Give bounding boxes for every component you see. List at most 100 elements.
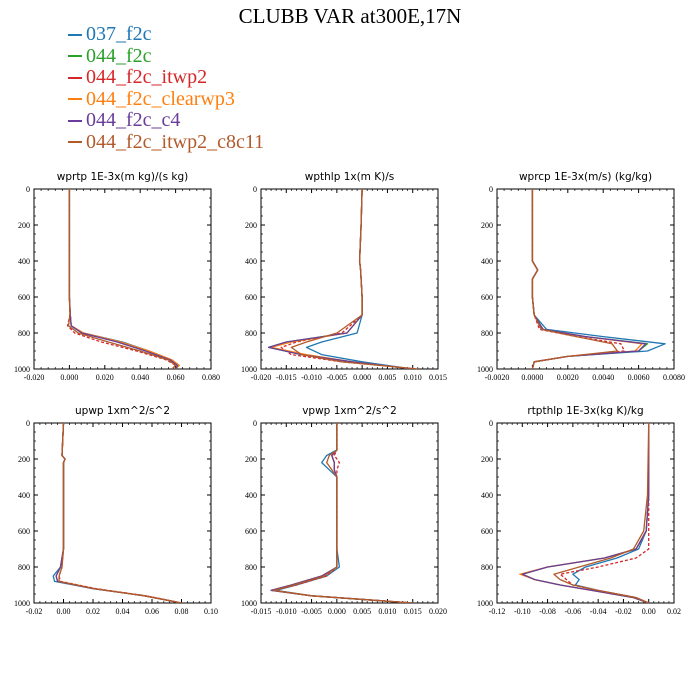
series-line [572, 423, 650, 603]
y-tick-label: 200 [481, 455, 493, 464]
series-line [267, 189, 413, 369]
y-tick-label: 400 [18, 491, 30, 500]
y-tick-label: 600 [245, 527, 257, 536]
series-group [52, 423, 182, 603]
x-tick-label: 0.020 [429, 607, 447, 616]
y-tick-label: 400 [481, 491, 493, 500]
x-tick-label: -0.015 [251, 607, 272, 616]
series-line [67, 189, 177, 369]
plot-frame [260, 422, 439, 604]
legend-item: 044_f2c [68, 44, 264, 68]
y-tick-label: 600 [18, 293, 30, 302]
y-tick-label: 600 [481, 293, 493, 302]
y-tick-label: 400 [245, 257, 257, 266]
series-group [519, 423, 650, 603]
series-line [55, 423, 182, 603]
series-line [58, 423, 182, 603]
figure-title: CLUBB VAR at300E,17N [238, 4, 462, 28]
legend-line-swatch [68, 33, 82, 36]
y-tick-label: 800 [245, 329, 257, 338]
x-tick-label: 0.000 [60, 373, 78, 382]
x-tick-label: 0.020 [96, 373, 114, 382]
y-tick-label: 1000 [14, 365, 30, 374]
chart-panel: vpwp 1xm^2/s^2 -0.015 -0.010 -0.005 0.000 0.0… [241, 405, 447, 616]
y-tick-label: 200 [245, 455, 257, 464]
series-line [531, 189, 619, 369]
series-line [270, 189, 413, 369]
panel-title: wprtp 1E-3x(m kg)/(s kg) [57, 171, 188, 183]
y-tick-label: 600 [18, 527, 30, 536]
x-tick-label: -0.015 [276, 373, 297, 382]
x-tick-label: 0.005 [378, 373, 396, 382]
x-tick-label: 0.04 [116, 607, 130, 616]
x-tick-label: 0.0000 [521, 373, 543, 382]
series-line [280, 189, 418, 369]
series-line [68, 189, 180, 369]
legend-label: 044_f2c_itwp2 [86, 66, 208, 88]
x-tick-label: 0.015 [404, 607, 422, 616]
x-tick-label: 0.02 [86, 607, 100, 616]
chart-panel: upwp 1xm^2/s^2 -0.02 0.00 0.02 0.04 0.06 0.08 0… [14, 405, 218, 616]
x-tick-label: 0.000 [353, 373, 371, 382]
x-tick-label: 0.00 [57, 607, 71, 616]
y-tick-label: 600 [481, 527, 493, 536]
series-line [55, 423, 182, 603]
series-line [553, 423, 650, 603]
series-line [270, 423, 413, 603]
y-tick-label: 200 [18, 455, 30, 464]
chart-panel: wprtp 1E-3x(m kg)/(s kg) -0.020 0.000 0.020… [14, 171, 220, 382]
x-tick-label: 0.08 [175, 607, 189, 616]
series-line [521, 423, 650, 603]
plot-frame [33, 422, 212, 604]
y-tick-label: 200 [18, 221, 30, 230]
y-tick-label: 600 [245, 293, 257, 302]
legend-item: 044_f2c_itwp2_c8c11 [68, 131, 264, 154]
y-tick-label: 400 [481, 257, 493, 266]
y-tick-label: 0 [253, 185, 257, 194]
y-tick-label: 1000 [477, 599, 493, 608]
y-tick-label: 0 [26, 185, 30, 194]
legend-label: 044_f2c [86, 44, 152, 67]
legend-item: 044_f2c_clearwp3 [68, 88, 264, 111]
x-tick-label: -0.020 [251, 373, 272, 382]
y-tick-label: 200 [481, 221, 493, 230]
legend-item: 037_f2c [68, 23, 264, 46]
x-tick-label: -0.0020 [485, 373, 510, 382]
x-tick-label: 0.0080 [663, 373, 685, 382]
series-line [270, 423, 413, 603]
x-tick-label: 0.00 [642, 607, 656, 616]
x-tick-label: -0.010 [276, 607, 297, 616]
x-tick-label: 0.005 [353, 607, 371, 616]
legend-label: 037_f2c [86, 23, 152, 45]
series-line [305, 189, 413, 369]
series-line [531, 189, 626, 369]
x-tick-label: -0.020 [24, 373, 45, 382]
y-tick-label: 1000 [477, 365, 493, 374]
x-tick-label: 0.080 [202, 373, 220, 382]
series-group [531, 189, 666, 369]
y-tick-label: 800 [481, 329, 493, 338]
y-tick-label: 0 [489, 419, 493, 428]
series-line [531, 189, 666, 369]
x-tick-label: -0.08 [539, 607, 556, 616]
series-line [270, 423, 413, 603]
panel-title: wprcp 1E-3x(m/s) (kg/kg) [519, 171, 652, 183]
chart-panel: wpthlp 1x(m K)/s -0.020 -0.015 -0.010 -0.005… [241, 171, 447, 382]
legend-line-swatch [68, 55, 82, 58]
y-tick-label: 0 [253, 419, 257, 428]
y-tick-label: 400 [245, 491, 257, 500]
legend: 037_f2c 044_f2c 044_f2c_itwp2 044_f2c_cl… [68, 23, 264, 154]
series-line [519, 423, 650, 603]
series-group [66, 189, 180, 369]
x-tick-label: -0.04 [590, 607, 607, 616]
x-tick-label: 0.060 [167, 373, 185, 382]
panel-title: upwp 1xm^2/s^2 [75, 405, 170, 417]
y-tick-label: 400 [18, 257, 30, 266]
legend-line-swatch [68, 76, 82, 79]
x-tick-label: 0.06 [145, 607, 159, 616]
x-tick-label: -0.02 [615, 607, 632, 616]
legend-line-swatch [68, 98, 82, 101]
x-tick-label: -0.10 [514, 607, 531, 616]
x-tick-label: 0.0040 [592, 373, 614, 382]
